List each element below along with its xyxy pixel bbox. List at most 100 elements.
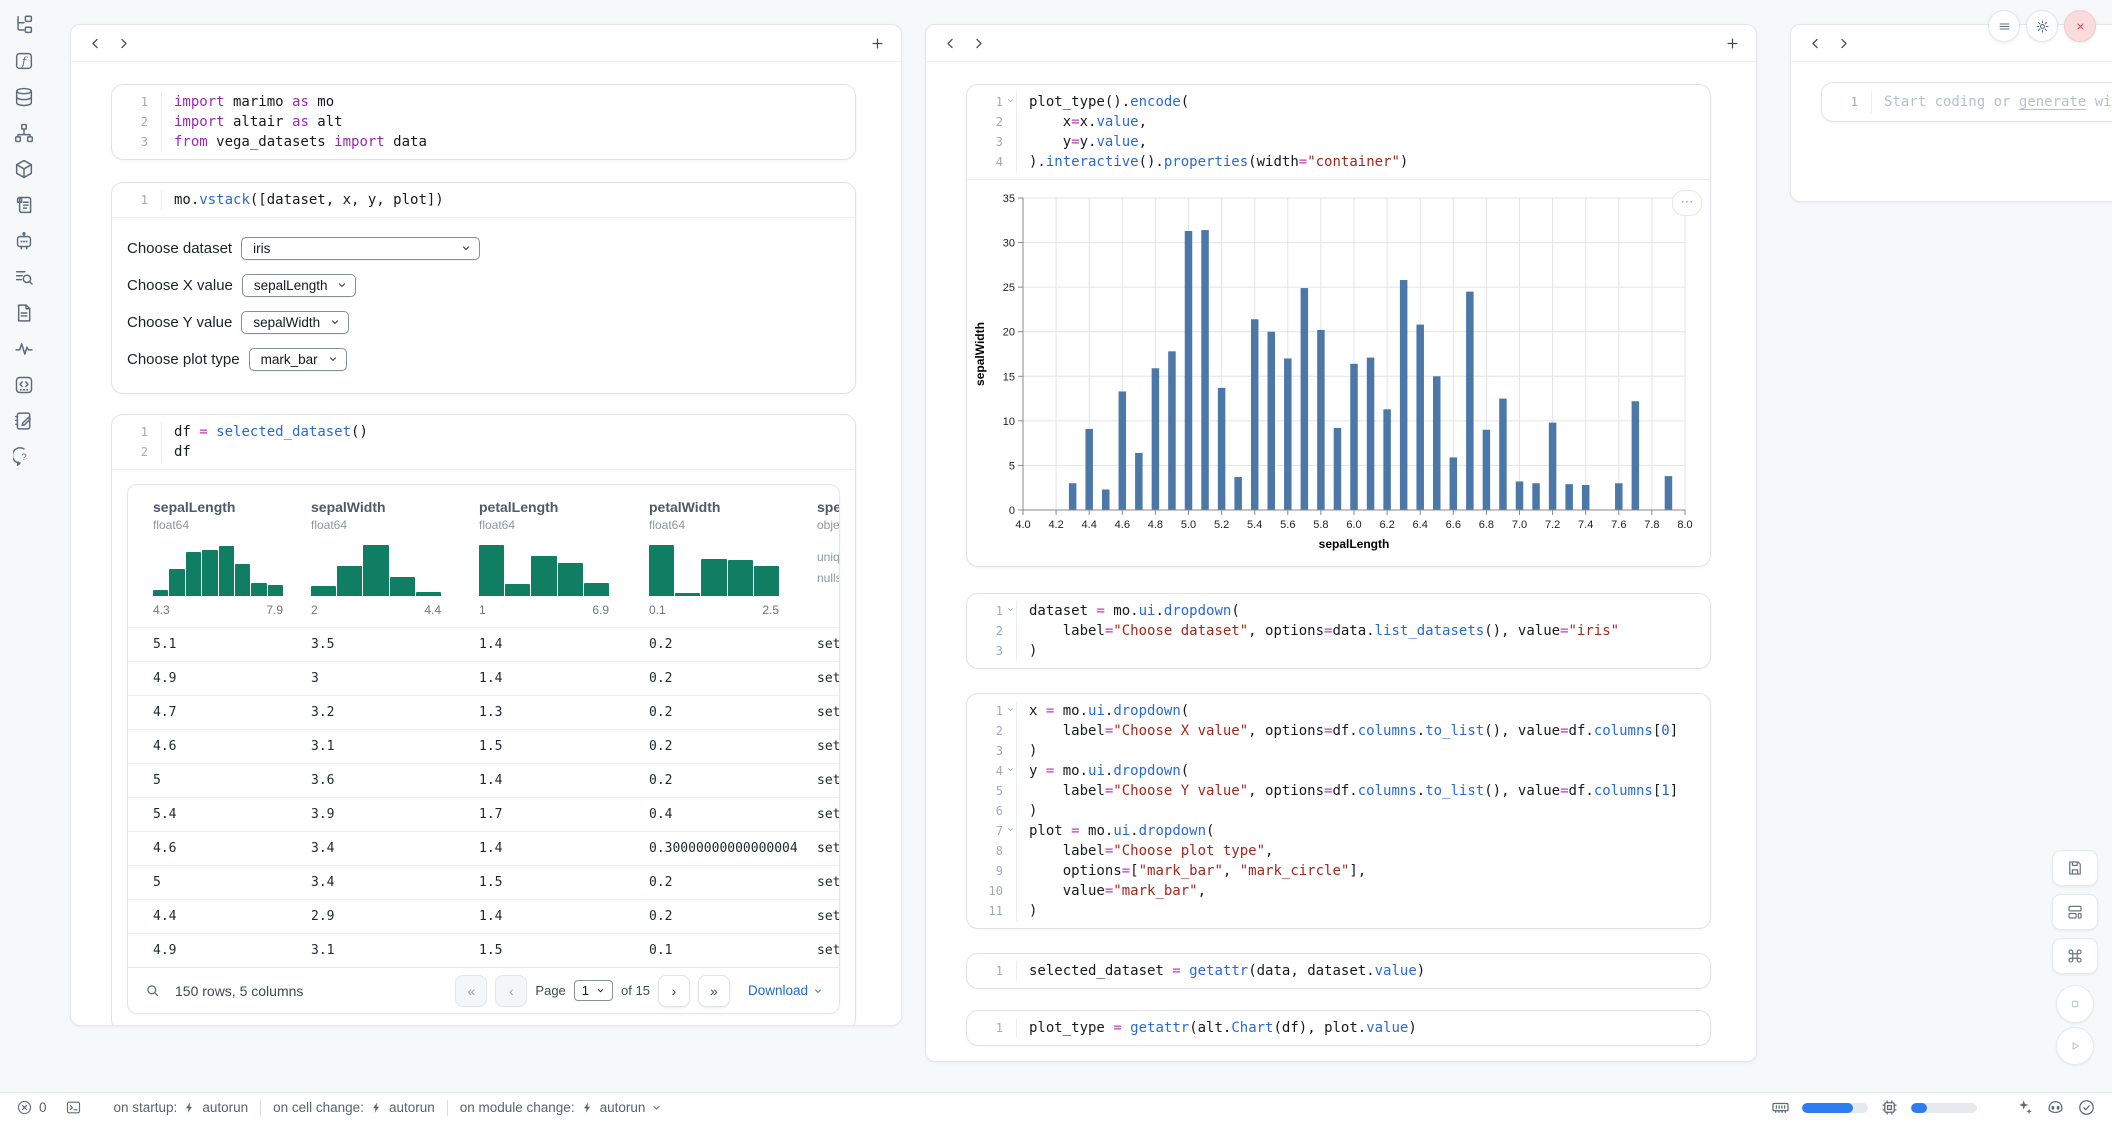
line-number: 3: [967, 641, 1017, 661]
code-editor-vstack[interactable]: 1mo.vstack([dataset, x, y, plot]): [112, 183, 855, 218]
file-tree-icon[interactable]: [13, 14, 35, 36]
column-header-petalWidth[interactable]: petalWidthfloat640.12.5: [649, 499, 817, 617]
terminal-button[interactable]: [65, 1099, 82, 1116]
table-cell: 4.6: [153, 841, 311, 856]
generate-with-ai-link[interactable]: generate: [2019, 94, 2086, 110]
variables-icon[interactable]: f: [13, 50, 35, 72]
documentation-icon[interactable]: [13, 302, 35, 324]
dropdown-choose-y-value[interactable]: sepalWidth: [241, 311, 349, 334]
download-button[interactable]: Download: [748, 983, 823, 998]
table-row[interactable]: 53.61.40.2setosa: [128, 763, 839, 797]
line-number: 3: [112, 132, 162, 152]
add-column-icon[interactable]: [1718, 30, 1746, 56]
search-icon[interactable]: [144, 982, 161, 999]
table-cell: 1.7: [479, 807, 649, 822]
table-row[interactable]: 5.43.91.70.4setosa: [128, 797, 839, 831]
errors-indicator[interactable]: 0: [16, 1099, 47, 1116]
table-cell: setosa: [817, 705, 839, 720]
ai-chat-icon[interactable]: [13, 230, 35, 252]
code-editor-df[interactable]: 1df = selected_dataset()2df: [112, 415, 855, 470]
fold-caret-icon[interactable]: [1006, 825, 1015, 834]
column-header-sepalLength[interactable]: sepalLengthfloat644.37.9: [153, 499, 311, 617]
control-row: Choose Y valuesepalWidth: [127, 308, 840, 336]
column-collapse-left-icon[interactable]: [936, 30, 964, 56]
code-editor-selected-dataset[interactable]: 1selected_dataset = getattr(data, datase…: [967, 954, 1710, 988]
dropdown-choose-x-value[interactable]: sepalLength: [242, 274, 357, 297]
fold-caret-icon[interactable]: [1006, 605, 1015, 614]
fold-caret-icon[interactable]: [1006, 705, 1015, 714]
prev-page-button[interactable]: ‹: [495, 975, 527, 1007]
next-page-button[interactable]: ›: [658, 975, 690, 1007]
help-icon[interactable]: ?: [13, 446, 35, 468]
chart-output[interactable]: 4.04.24.44.64.85.05.25.45.65.86.06.26.46…: [967, 180, 1710, 566]
table-row[interactable]: 4.42.91.40.2setosa: [128, 899, 839, 933]
chart-menu-icon[interactable]: ⋯: [1672, 190, 1702, 216]
code-editor-xyplot[interactable]: 1x = mo.ui.dropdown(2 label="Choose X va…: [967, 694, 1710, 928]
outline-icon[interactable]: [13, 266, 35, 288]
autorun-segment[interactable]: on cell change:autorun: [261, 1100, 447, 1115]
connection-status-icon[interactable]: [2077, 1098, 2096, 1117]
dependencies-icon[interactable]: [13, 122, 35, 144]
scratchpad-icon[interactable]: [13, 410, 35, 432]
dropdown-choose-plot-type[interactable]: mark_bar: [249, 348, 347, 371]
first-page-button[interactable]: «: [455, 975, 487, 1007]
table-row[interactable]: 4.63.11.50.2setosa: [128, 729, 839, 763]
notebook-column-3: 1 Start coding or generate with: [1790, 24, 2112, 202]
layout-toggle-button[interactable]: [2052, 894, 2098, 930]
stop-run-button[interactable]: [2056, 985, 2094, 1023]
autorun-segment[interactable]: on startup:autorun: [102, 1100, 261, 1115]
svg-text:4.8: 4.8: [1148, 519, 1163, 531]
code-editor-plot-type[interactable]: 1plot_type = getattr(alt.Chart(df), plot…: [967, 1011, 1710, 1045]
table-row[interactable]: 53.41.50.2setosa: [128, 865, 839, 899]
ai-sparkles-icon[interactable]: [2015, 1098, 2034, 1117]
column-collapse-left-icon[interactable]: [1801, 30, 1829, 56]
fold-caret-icon[interactable]: [1006, 96, 1015, 105]
packages-icon[interactable]: [13, 158, 35, 180]
autorun-segment[interactable]: on module change:autorun: [448, 1100, 675, 1115]
logs-icon[interactable]: [13, 194, 35, 216]
table-row[interactable]: 4.931.40.2setosa: [128, 661, 839, 695]
add-column-icon[interactable]: [863, 30, 891, 56]
run-all-button[interactable]: [2056, 1027, 2094, 1065]
table-cell: 2.9: [311, 909, 479, 924]
column-header-petalLength[interactable]: petalLengthfloat6416.9: [479, 499, 649, 617]
snippets-icon[interactable]: [13, 374, 35, 396]
dropdown-choose-dataset[interactable]: iris: [241, 237, 480, 260]
column-header-sepalWidth[interactable]: sepalWidthfloat6424.4: [311, 499, 479, 617]
column-collapse-right-icon[interactable]: [109, 30, 137, 56]
column-header-species[interactable]: speciesobjectunique:nulls:: [817, 499, 839, 617]
table-row[interactable]: 5.13.51.40.2setosa: [128, 627, 839, 661]
code-line: label="Choose X value", options=df.colum…: [1017, 721, 1678, 741]
notebook-menu-button[interactable]: [1988, 10, 2020, 42]
column-collapse-right-icon[interactable]: [1829, 30, 1857, 56]
table-cell: 0.2: [649, 637, 817, 652]
table-cell: setosa: [817, 875, 839, 890]
code-editor-dataset[interactable]: 1dataset = mo.ui.dropdown(2 label="Choos…: [967, 594, 1710, 668]
last-page-button[interactable]: »: [698, 975, 730, 1007]
keyboard-shortcuts-button[interactable]: [2052, 938, 2098, 974]
database-icon[interactable]: [13, 86, 35, 108]
shutdown-button[interactable]: [2064, 10, 2096, 42]
settings-button[interactable]: [2026, 10, 2058, 42]
page-select[interactable]: 1: [574, 980, 613, 1001]
save-button[interactable]: [2052, 850, 2098, 886]
table-row[interactable]: 4.93.11.50.1setosa: [128, 933, 839, 967]
table-cell: 1.3: [479, 705, 649, 720]
table-row[interactable]: 4.73.21.30.2setosa: [128, 695, 839, 729]
empty-cell-editor[interactable]: 1 Start coding or generate with: [1822, 83, 2112, 121]
table-cell: setosa: [817, 637, 839, 652]
code-editor-imports[interactable]: 1import marimo as mo2import altair as al…: [112, 85, 855, 159]
table-cell: 1.5: [479, 739, 649, 754]
column-collapse-right-icon[interactable]: [964, 30, 992, 56]
svg-text:5.8: 5.8: [1313, 519, 1328, 531]
code-editor-plot[interactable]: 1plot_type().encode(2 x=x.value,3 y=y.va…: [967, 85, 1710, 180]
table-cell: 3.6: [311, 773, 479, 788]
fold-caret-icon[interactable]: [1006, 765, 1015, 774]
table-row[interactable]: 4.63.41.40.30000000000000004setosa: [128, 831, 839, 865]
column-collapse-left-icon[interactable]: [81, 30, 109, 56]
tracing-icon[interactable]: [13, 338, 35, 360]
table-cell: 5: [153, 875, 311, 890]
copilot-icon[interactable]: [2046, 1098, 2065, 1117]
table-summary: 150 rows, 5 columns: [175, 983, 303, 999]
line-number: 2: [967, 112, 1017, 132]
